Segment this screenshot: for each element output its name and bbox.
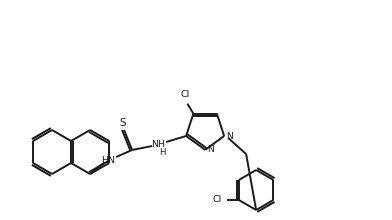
Text: HN: HN (101, 156, 115, 165)
Text: S: S (120, 118, 126, 128)
Text: N: N (207, 145, 214, 154)
Text: N: N (226, 132, 232, 141)
Text: H: H (159, 147, 165, 156)
Text: Cl: Cl (181, 90, 190, 99)
Text: NH: NH (151, 139, 165, 148)
Text: Cl: Cl (212, 196, 221, 205)
